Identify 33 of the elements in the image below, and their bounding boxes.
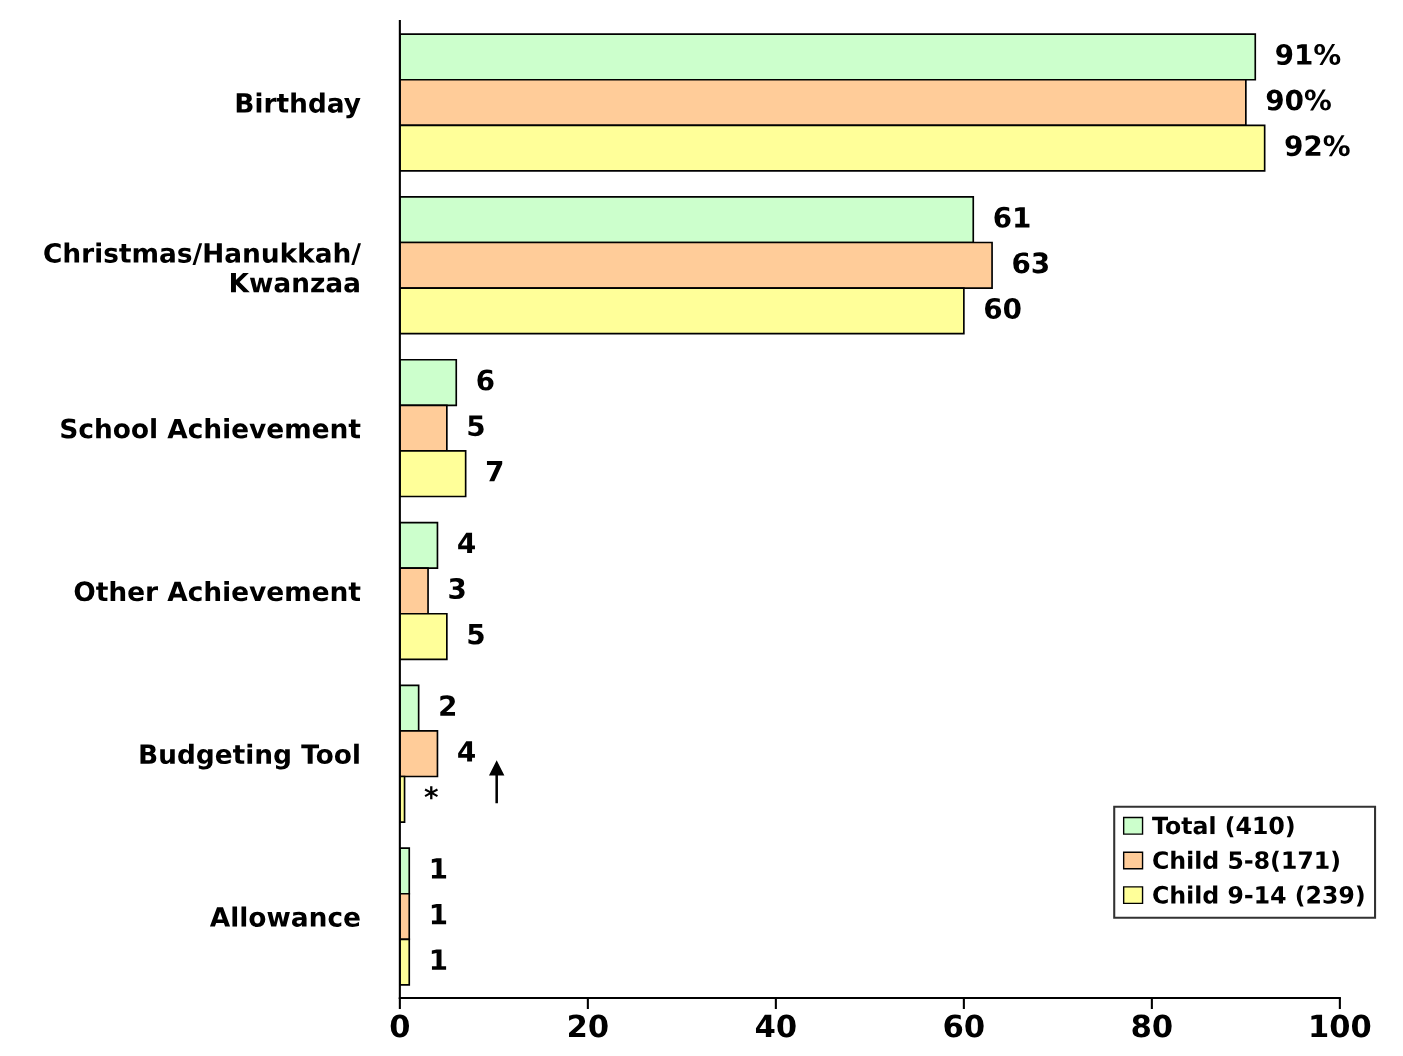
- legend-label: Total (410): [1152, 816, 1294, 838]
- data-label: 5: [468, 623, 484, 645]
- y-tick-label: Allowance: [209, 906, 360, 927]
- data-label: 5: [468, 415, 484, 437]
- data-label: 7: [486, 461, 503, 482]
- y-tick-label: Budgeting Tool: [140, 743, 359, 770]
- x-tick-label: 60: [944, 1014, 984, 1038]
- data-label: 4: [458, 741, 475, 762]
- legend-label: Child 9-14 (239): [1153, 885, 1364, 907]
- data-label: 4: [458, 532, 475, 553]
- data-label: 63: [1013, 252, 1048, 274]
- data-label: *: [424, 786, 438, 800]
- data-label: 3: [449, 577, 465, 599]
- y-tick-label: School Achievement: [61, 418, 361, 439]
- data-label: 90%: [1266, 89, 1331, 111]
- x-tick-label: 20: [569, 1014, 608, 1038]
- y-tick-label: Birthday: [236, 92, 361, 119]
- data-label: 92%: [1285, 135, 1350, 157]
- x-tick-label: 80: [1132, 1014, 1172, 1038]
- data-label: 1: [431, 858, 447, 879]
- y-tick-label: Christmas/Hanukkah/ Kwanzaa: [44, 242, 361, 293]
- legend-label: Child 5-8(171): [1153, 850, 1339, 872]
- data-label: 60: [985, 297, 1021, 319]
- x-tick-label: 100: [1311, 1014, 1371, 1038]
- x-tick-label: 0: [390, 1014, 410, 1038]
- data-label: 1: [431, 949, 447, 970]
- data-label: 91%: [1276, 43, 1341, 65]
- data-label: 61: [994, 206, 1030, 228]
- data-label: 1: [431, 903, 447, 925]
- data-label: 2: [440, 695, 456, 716]
- data-label: 6: [477, 369, 494, 391]
- y-tick-label: Other Achievement: [74, 580, 361, 602]
- x-tick-label: 40: [755, 1014, 796, 1038]
